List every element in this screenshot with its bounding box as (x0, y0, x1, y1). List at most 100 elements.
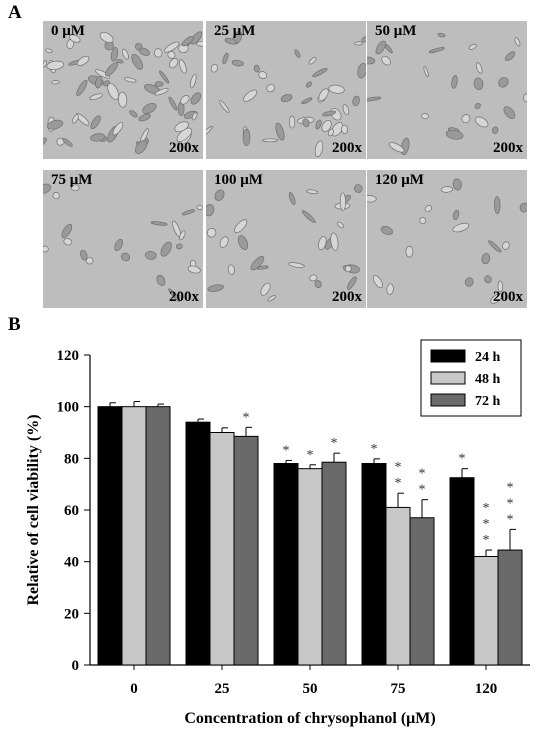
cell-blob (275, 122, 285, 141)
cell-blob (43, 245, 49, 253)
significance-mark: * (483, 533, 490, 548)
significance-mark: * (507, 480, 514, 495)
cell-blob (112, 122, 124, 136)
cell-blob (134, 140, 148, 154)
cell-blob (206, 204, 215, 217)
cell-blob (120, 252, 131, 262)
cell-blob (288, 192, 296, 206)
cell-blob (80, 249, 88, 261)
cell-blob (314, 140, 324, 158)
cell-blob (493, 196, 501, 214)
legend-label: 72 h (475, 394, 501, 409)
micrograph-magnification-label: 200x (332, 289, 362, 305)
cell-blob (490, 293, 503, 304)
cell-blob (190, 31, 203, 45)
cell-blob (167, 51, 176, 59)
cell-blob (76, 79, 88, 97)
cell-blob (90, 133, 106, 142)
cell-blob (45, 48, 53, 54)
cell-blob (253, 64, 260, 73)
x-tick-label: 50 (303, 681, 318, 697)
cell-blob (214, 189, 225, 201)
cell-blob (405, 245, 414, 258)
cell-blob (95, 75, 103, 89)
significance-mark: * (459, 452, 466, 467)
significance-mark: * (395, 476, 402, 491)
cell-blob (168, 96, 178, 111)
cell-blob (306, 189, 319, 195)
micrograph-concentration-label: 100 μM (214, 172, 263, 188)
cell-blob (451, 75, 458, 89)
cell-blob (321, 120, 332, 132)
micrograph-magnification-label: 200x (169, 289, 199, 305)
cell-blob (289, 115, 296, 129)
micrograph-magnification-label: 200x (332, 140, 362, 156)
significance-mark: * (283, 443, 290, 458)
micrograph-concentration-label: 50 μM (375, 23, 417, 39)
cell-blob (250, 256, 265, 271)
cell-blob (105, 62, 119, 77)
bar (273, 463, 299, 666)
cell-blob (318, 88, 329, 102)
significance-mark: * (243, 410, 250, 425)
bar (297, 468, 323, 666)
significance-mark: * (371, 442, 378, 457)
cell-blob (144, 251, 157, 260)
significance-mark: * (483, 501, 490, 516)
cell-blob (372, 275, 383, 289)
cell-blob (52, 192, 60, 200)
cell-blob (498, 77, 509, 88)
cell-blob (154, 48, 163, 58)
cell-blob (437, 32, 446, 38)
legend-label: 24 h (475, 350, 501, 365)
cell-blob (445, 129, 464, 140)
panel-a-label: A (8, 2, 22, 23)
bar (185, 421, 211, 666)
cell-blob (154, 88, 169, 96)
cell-blob (175, 243, 183, 250)
cell-blob (219, 236, 229, 248)
cell-blob (187, 265, 201, 274)
micrograph-120: 120 μM 200x (367, 170, 527, 308)
bar (385, 506, 411, 666)
x-tick-label: 25 (215, 681, 230, 697)
cell-blob (179, 230, 186, 241)
significance-mark: * (483, 517, 490, 532)
cell-blob (388, 142, 405, 153)
cell-blob (340, 124, 349, 134)
cell-blob (72, 114, 79, 124)
cell-blob (242, 128, 251, 146)
cell-blob (262, 138, 279, 143)
cell-blob (357, 62, 366, 79)
cell-blob (180, 95, 190, 105)
cell-blob (43, 183, 52, 194)
cell-blob (381, 55, 391, 66)
cell-blob (234, 219, 248, 233)
cell-blob (468, 43, 477, 50)
cell-blob (327, 128, 334, 137)
cell-blob (219, 100, 230, 113)
cell-blob (71, 184, 80, 192)
cell-blob (440, 186, 454, 193)
cell-blob (423, 66, 429, 77)
bar (497, 549, 523, 666)
cell-blob (117, 91, 128, 108)
cell-blob (46, 119, 64, 130)
cell-blob (191, 112, 198, 121)
cell-blob (492, 126, 499, 134)
cell-blob (231, 59, 244, 67)
cell-blob (107, 83, 119, 100)
micrograph-25: 25 μM 200x (206, 21, 366, 159)
micrograph-concentration-label: 0 μM (51, 23, 85, 39)
cell-blob (131, 53, 143, 70)
micrograph-50: 50 μM 200x (367, 21, 527, 159)
cell-blob (502, 241, 510, 250)
cell-blob (207, 284, 224, 292)
cell-blob (484, 275, 492, 284)
cell-viability-bar-chart: 0 20 40 60 80 100 120 Relative of cell viabilit… (25, 339, 530, 727)
cell-blob (452, 178, 462, 191)
cell-blob (196, 205, 203, 210)
cell-blob (121, 48, 129, 60)
cell-blob (75, 113, 90, 126)
cell-blob (61, 223, 73, 239)
